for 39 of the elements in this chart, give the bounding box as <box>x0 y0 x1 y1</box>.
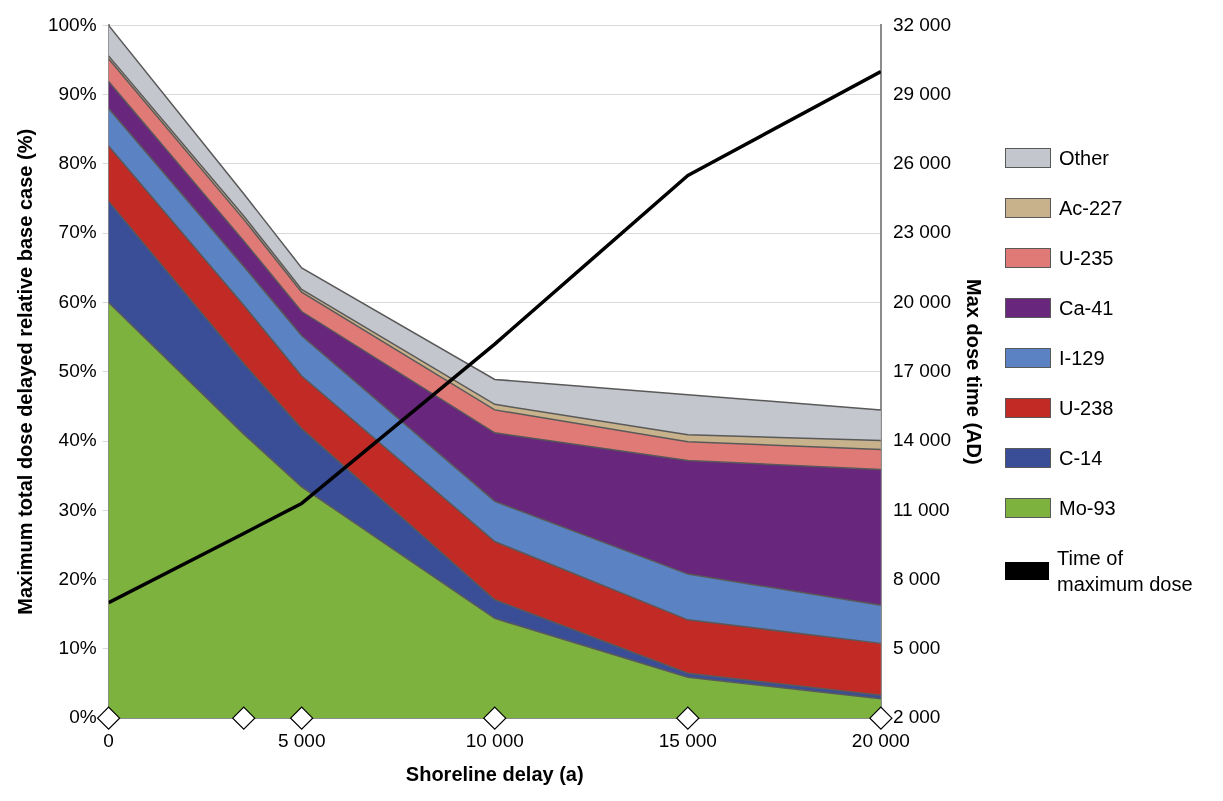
legend-label: Other <box>1059 145 1110 171</box>
y2-tick-label: 5 000 <box>892 637 941 659</box>
legend-label: Mo-93 <box>1059 495 1116 521</box>
y-tick-label: 80% <box>58 152 97 174</box>
legend-label: Ca-41 <box>1059 295 1114 321</box>
x-tick-label: 15 000 <box>658 729 717 751</box>
y-tick-label: 50% <box>58 360 97 382</box>
y2-tick-label: 23 000 <box>892 221 952 243</box>
x-tick-label: 10 000 <box>465 729 524 751</box>
y-tick-label: 60% <box>58 290 97 312</box>
legend-label: C-14 <box>1059 445 1103 471</box>
y-tick-label: 40% <box>58 429 97 451</box>
y2-axis-title: Max dose time (AD) <box>963 279 986 465</box>
y-tick-label: 20% <box>58 567 97 589</box>
x-tick-label: 20 000 <box>851 729 910 751</box>
y2-tick-label: 20 000 <box>892 290 952 312</box>
legend-label: I-129 <box>1059 345 1105 371</box>
legend-label: U-238 <box>1059 395 1114 421</box>
y2-tick-label: 32 000 <box>892 13 952 35</box>
y2-tick-label: 17 000 <box>892 360 952 382</box>
y-tick-label: 30% <box>58 498 97 520</box>
legend-label: Ac-227 <box>1059 195 1123 221</box>
x-axis-title: Shoreline delay (a) <box>405 762 584 785</box>
y2-tick-label: 29 000 <box>892 82 952 104</box>
y-tick-label: 100% <box>47 13 97 35</box>
y2-tick-label: 11 000 <box>892 498 950 520</box>
y-tick-label: 90% <box>58 82 97 104</box>
y-tick-label: 70% <box>58 221 97 243</box>
y2-tick-label: 2 000 <box>892 706 941 728</box>
x-tick-label: 0 <box>103 729 114 751</box>
y2-tick-label: 14 000 <box>892 429 952 451</box>
legend-label: Time of maximum dose <box>1057 545 1194 597</box>
x-tick-label: 5 000 <box>277 729 326 751</box>
y-tick-label: 0% <box>69 706 97 728</box>
y2-tick-label: 8 000 <box>892 567 941 589</box>
y2-tick-label: 26 000 <box>892 152 952 174</box>
legend-label: U-235 <box>1059 245 1114 271</box>
y-tick-label: 10% <box>58 637 97 659</box>
y-axis-title: Maximum total dose delayed relative base case (%) <box>13 128 36 615</box>
